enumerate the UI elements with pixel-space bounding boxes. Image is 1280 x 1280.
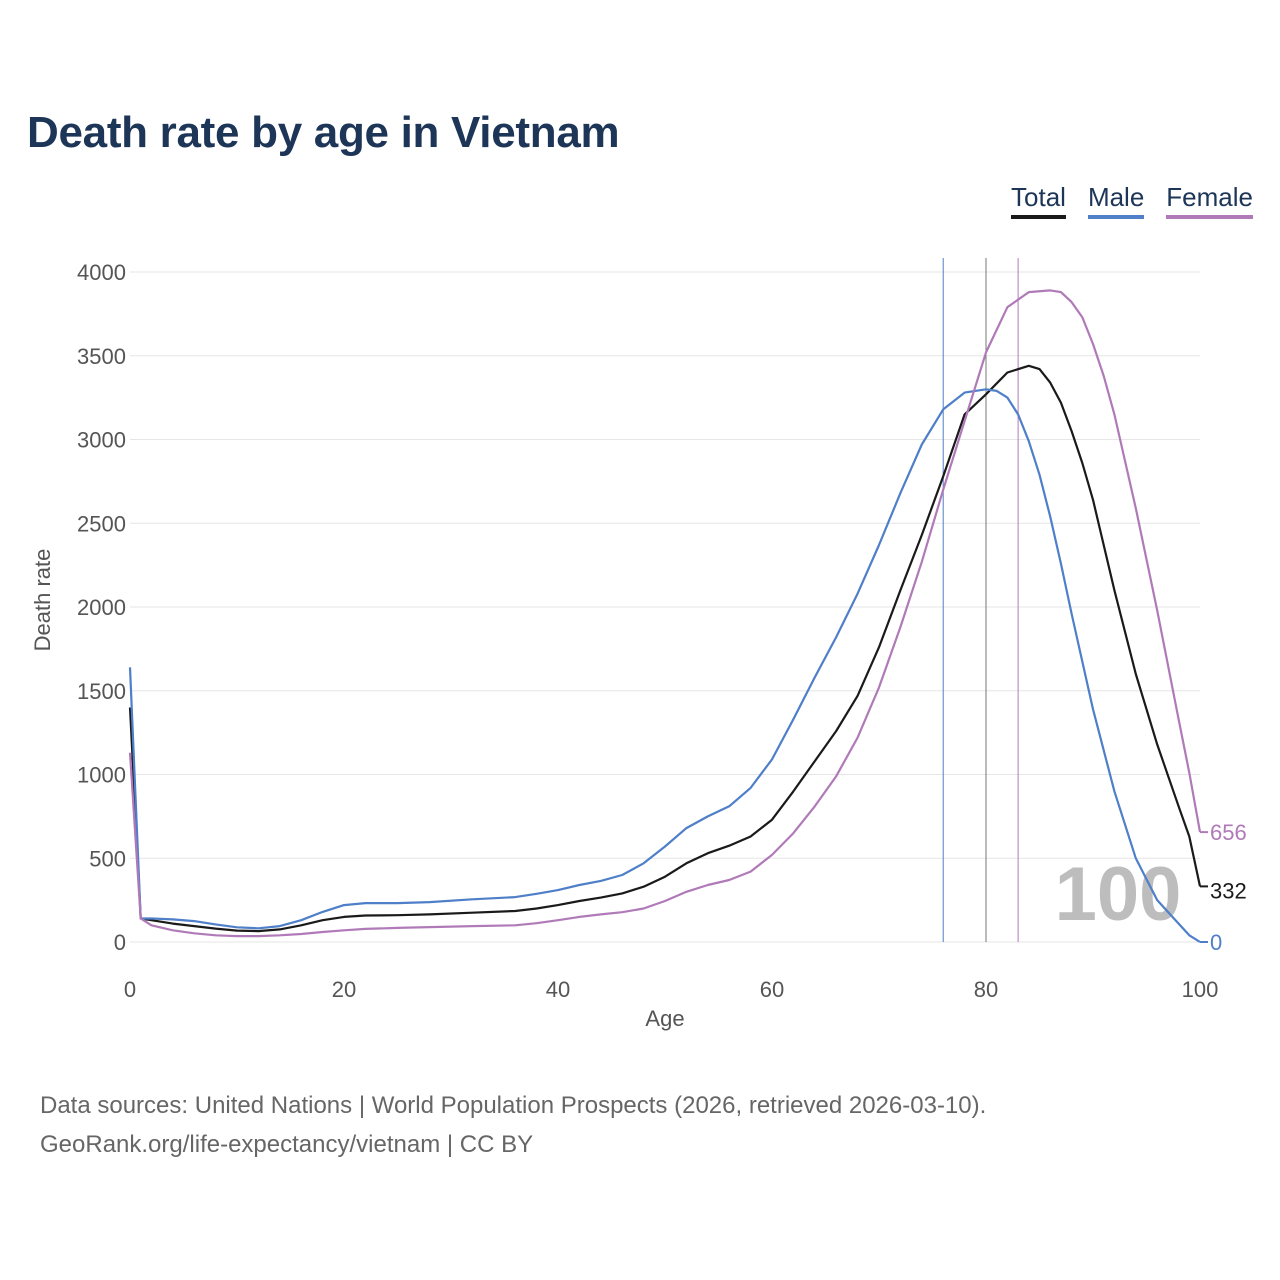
legend-label-total: Total [1011, 182, 1066, 212]
legend-label-female: Female [1166, 182, 1253, 212]
y-tick-label: 2500 [77, 511, 126, 536]
chart-title: Death rate by age in Vietnam [27, 108, 620, 157]
end-label-male: 0 [1210, 930, 1222, 955]
x-axis-title: Age [645, 1006, 684, 1031]
x-tick-label: 80 [974, 977, 998, 1002]
x-tick-label: 40 [546, 977, 570, 1002]
attribution-link[interactable]: GeoRank.org/life-expectancy/vietnam | CC… [40, 1131, 534, 1158]
series-line-female[interactable] [128, 289, 1202, 938]
source-note: Data sources: United Nations | World Pop… [40, 1086, 986, 1164]
grid-lines [130, 271, 1200, 943]
series-line-male[interactable] [128, 388, 1201, 943]
series-end-labels: 332 0 656 [1200, 820, 1247, 955]
y-tick-label: 3000 [77, 428, 126, 453]
x-tick-label: 0 [124, 977, 136, 1002]
legend-item-male[interactable]: Male [1087, 182, 1145, 219]
y-tick-label: 4000 [77, 260, 126, 285]
legend-swatch-male [1087, 215, 1145, 219]
y-tick-label: 2000 [77, 595, 126, 620]
y-axis-title: Death rate [30, 549, 55, 652]
legend-item-female[interactable]: Female [1166, 182, 1253, 219]
legend-label-male: Male [1087, 182, 1145, 212]
y-tick-label: 1500 [77, 679, 126, 704]
x-tick-label: 100 [1182, 977, 1219, 1002]
x-tick-label: 20 [332, 977, 356, 1002]
legend-swatch-female [1166, 215, 1253, 219]
x-tick-labels: 0 20 40 60 80 100 [124, 977, 1218, 1002]
y-tick-labels: 0 500 1000 1500 2000 2500 3000 3500 4000 [77, 260, 126, 955]
watermark-text: 100 [1055, 852, 1182, 937]
y-tick-label: 0 [114, 930, 126, 955]
y-tick-label: 3500 [77, 344, 126, 369]
x-tick-label: 60 [760, 977, 784, 1002]
life-expectancy-markers [942, 258, 1019, 942]
source-line: Data sources: United Nations | World Pop… [40, 1092, 987, 1119]
legend-swatch-total [1011, 215, 1066, 219]
legend: Total Male Female [1011, 182, 1253, 219]
legend-item-total[interactable]: Total [1011, 182, 1066, 219]
end-label-total: 332 [1210, 878, 1247, 903]
series-line-total[interactable] [128, 364, 1202, 933]
end-label-female: 656 [1210, 820, 1247, 845]
y-tick-label: 1000 [77, 763, 126, 788]
series-lines [128, 289, 1202, 943]
y-tick-label: 500 [89, 846, 126, 871]
